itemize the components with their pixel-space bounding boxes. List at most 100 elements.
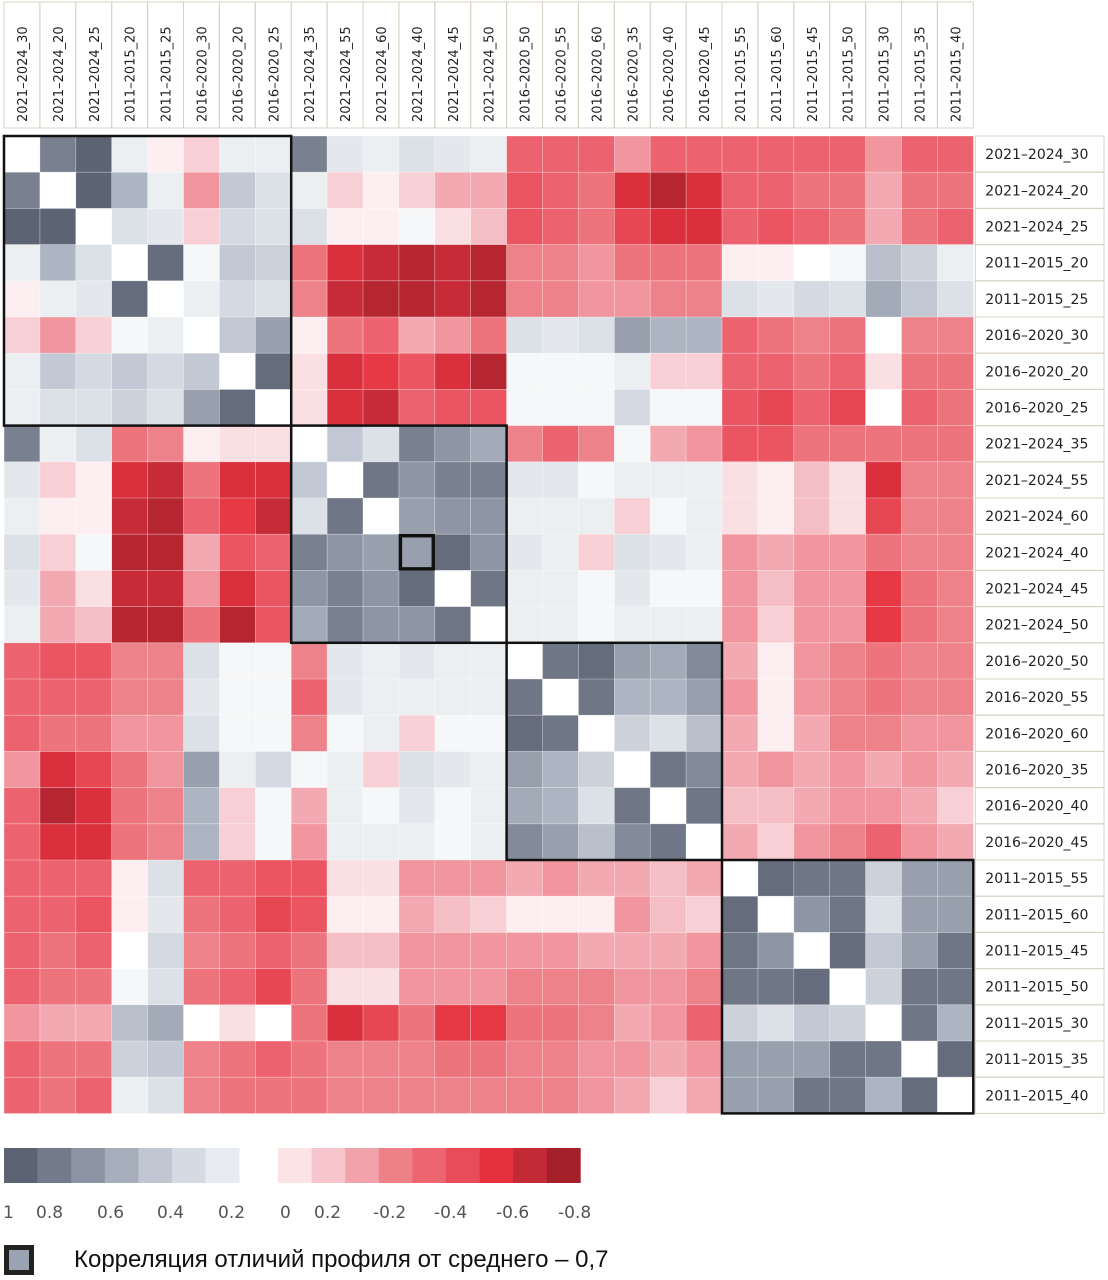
heatmap-cell <box>219 679 256 716</box>
heatmap-cell <box>937 751 974 788</box>
heatmap-cell <box>4 606 41 644</box>
heatmap-cell <box>937 968 974 1006</box>
heatmap-cell <box>470 932 507 969</box>
heatmap-cell <box>470 1041 507 1078</box>
heatmap-cell <box>578 642 615 680</box>
heatmap-cell <box>75 932 112 969</box>
row-label: 2016–2020_50 <box>985 654 1088 670</box>
heatmap-cell <box>4 1041 41 1078</box>
heatmap-cell <box>614 1041 651 1078</box>
row-label: 2011–2015_25 <box>985 292 1088 308</box>
heatmap-cell <box>470 534 507 571</box>
heatmap-cell <box>4 244 41 282</box>
heatmap-cell <box>291 751 328 788</box>
heatmap-cell <box>219 389 256 426</box>
heatmap-cell <box>39 606 77 644</box>
heatmap-cell <box>255 570 292 607</box>
heatmap-cell <box>39 498 77 535</box>
heatmap-cell <box>147 860 184 897</box>
heatmap-cell <box>650 461 687 499</box>
heatmap-cell <box>901 570 938 607</box>
heatmap-cell <box>4 172 41 209</box>
heatmap-cell <box>542 136 579 173</box>
heatmap-cell <box>757 425 795 463</box>
heatmap-cell <box>398 244 436 282</box>
heatmap-cell <box>937 787 974 825</box>
heatmap-cell <box>363 1041 400 1078</box>
heatmap-cell <box>327 244 364 282</box>
heatmap-cell <box>147 425 184 463</box>
heatmap-cell <box>434 498 471 535</box>
heatmap-cell <box>829 679 866 716</box>
heatmap-cell <box>506 968 543 1006</box>
heatmap-cell <box>829 280 866 318</box>
heatmap-cell <box>327 534 364 571</box>
heatmap-cell <box>686 715 723 752</box>
heatmap-cell <box>398 787 436 825</box>
heatmap-cell <box>147 280 184 318</box>
heatmap-cell <box>327 715 364 752</box>
heatmap-cell <box>327 932 364 969</box>
heatmap-cell <box>398 280 436 318</box>
heatmap-cell <box>901 968 938 1006</box>
heatmap-cell <box>75 280 112 318</box>
heatmap-cell <box>219 606 256 644</box>
heatmap-cell <box>255 280 292 318</box>
heatmap-cell <box>291 679 328 716</box>
heatmap-cell <box>4 1077 41 1114</box>
heatmap-cell <box>434 679 471 716</box>
heatmap-cells <box>4 136 974 1114</box>
heatmap-cell <box>865 534 902 571</box>
heatmap-cell <box>363 389 400 426</box>
heatmap-cell <box>39 823 77 861</box>
heatmap-cell <box>398 317 436 354</box>
row-label: 2021–2024_45 <box>985 582 1088 598</box>
heatmap-cell <box>183 787 220 825</box>
heatmap-cell <box>39 172 77 209</box>
heatmap-cell <box>686 896 723 933</box>
column-label: 2021–2024_30 <box>16 26 31 122</box>
heatmap-cell <box>793 280 830 318</box>
heatmap-cell <box>614 208 651 245</box>
column-label: 2021–2024_55 <box>339 26 354 122</box>
heatmap-cell <box>147 461 184 499</box>
heatmap-cell <box>686 823 723 861</box>
heatmap-cell <box>722 353 759 390</box>
legend-note: Корреляция отличий профиля от среднего –… <box>4 1240 608 1280</box>
heatmap-cell <box>686 172 723 209</box>
heatmap-cell <box>722 679 759 716</box>
heatmap-cell <box>291 642 328 680</box>
heatmap-cell <box>722 896 759 933</box>
heatmap-cell <box>39 1041 77 1078</box>
heatmap-cell <box>865 932 902 969</box>
heatmap-cell <box>614 425 651 463</box>
row-label: 2021–2024_35 <box>985 437 1088 453</box>
heatmap-cell <box>255 1041 292 1078</box>
heatmap-cell <box>4 570 41 607</box>
heatmap-cell <box>686 534 723 571</box>
heatmap-cell <box>829 389 866 426</box>
heatmap-cell <box>757 534 795 571</box>
heatmap-cell <box>722 208 759 245</box>
heatmap-cell <box>183 534 220 571</box>
heatmap-cell <box>470 136 507 173</box>
column-label: 2011–2015_35 <box>913 26 928 122</box>
heatmap-cell <box>39 1004 77 1042</box>
heatmap-cell <box>901 280 938 318</box>
column-label: 2011–2015_20 <box>124 26 139 122</box>
heatmap-cell <box>363 172 400 209</box>
heatmap-cell <box>4 461 41 499</box>
row-label: 2016–2020_55 <box>985 690 1088 706</box>
heatmap-cell <box>650 1041 687 1078</box>
heatmap-cell <box>865 244 902 282</box>
heatmap-cell <box>470 679 507 716</box>
heatmap-cell <box>829 896 866 933</box>
heatmap-cell <box>578 679 615 716</box>
heatmap-cell <box>363 570 400 607</box>
heatmap-cell <box>255 461 292 499</box>
heatmap-cell <box>506 389 543 426</box>
heatmap-cell <box>147 787 184 825</box>
column-label: 2021–2024_35 <box>303 26 318 122</box>
heatmap-cell <box>398 1041 436 1078</box>
